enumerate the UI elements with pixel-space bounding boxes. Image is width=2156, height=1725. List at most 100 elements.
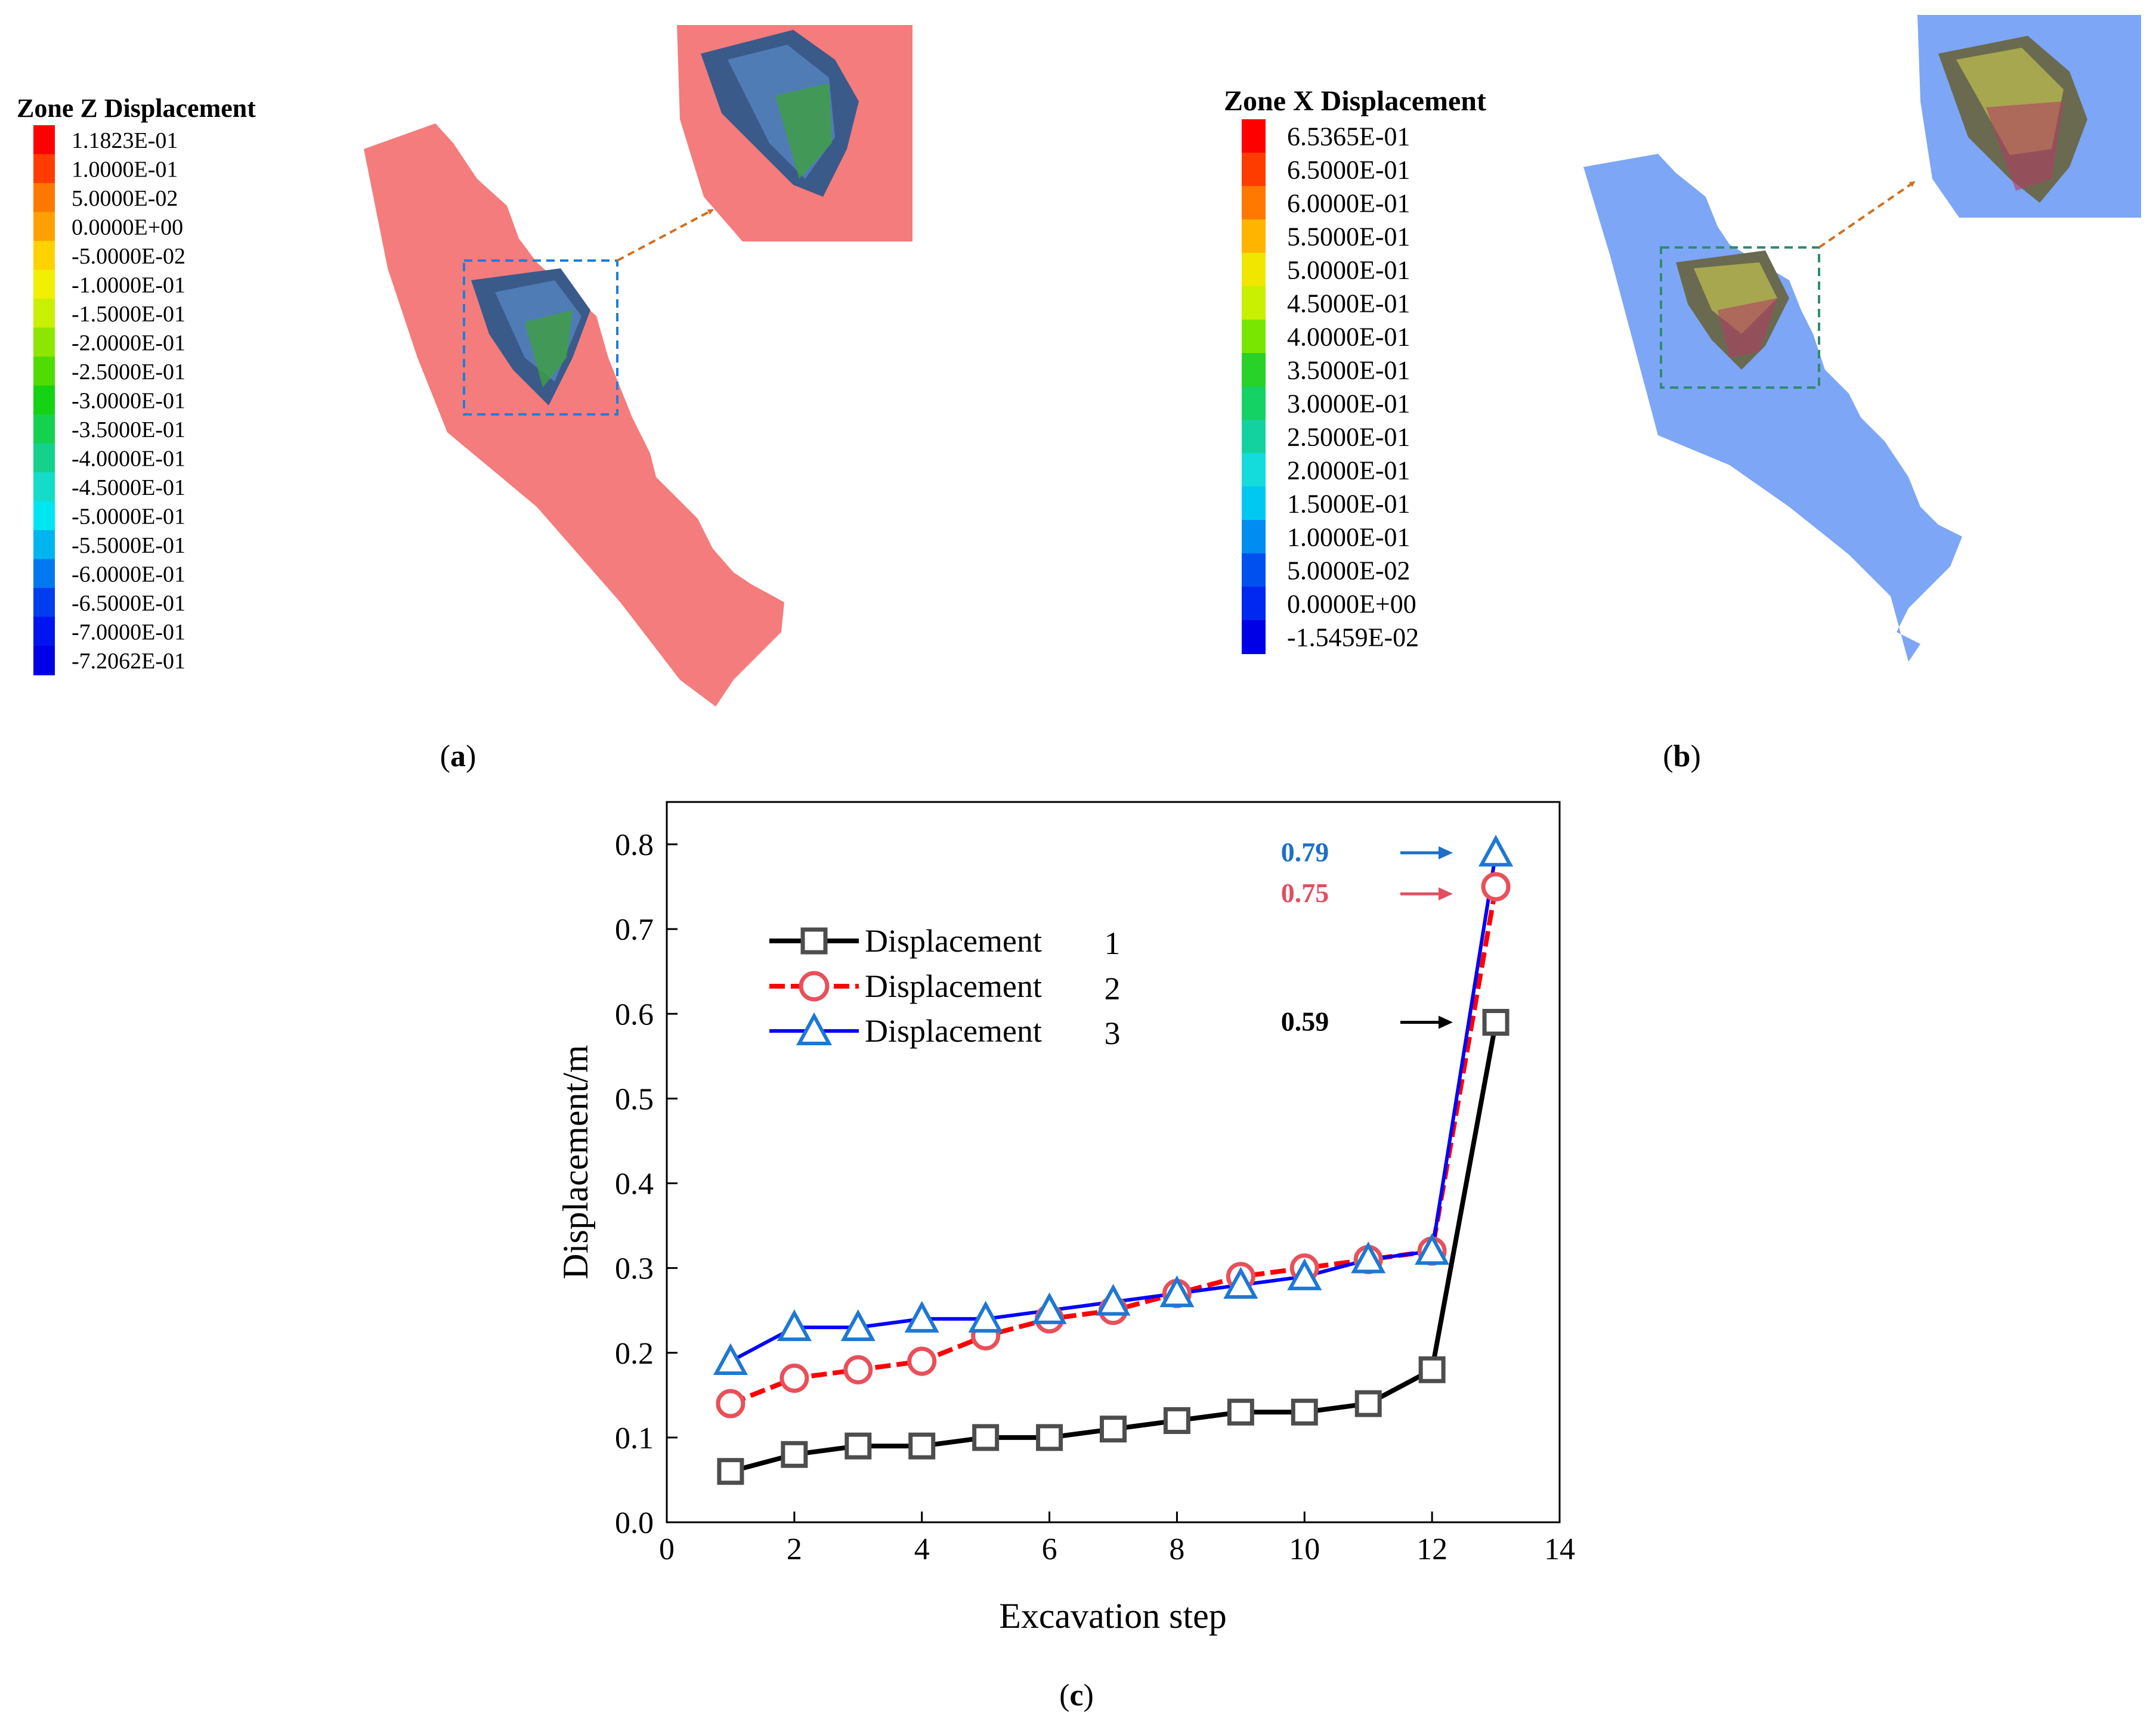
panel-b-legend-swatch	[1242, 587, 1266, 621]
panel-a-caption: (a)	[440, 739, 477, 773]
panel-b-legend-level-label: 2.0000E-01	[1287, 456, 1410, 485]
panel-a-legend-swatch	[33, 617, 55, 646]
panel-a-legend-swatch	[33, 501, 55, 531]
series-1-point	[717, 1458, 744, 1485]
panel-a-legend: 1.1823E-01 1.0000E-01 5.0000E-02 0.0000E+00…	[33, 125, 185, 676]
panel-a-legend-level-label: -6.0000E-01	[72, 562, 185, 587]
panel-b-legend-level-label: 5.0000E-02	[1287, 556, 1410, 586]
panel-b-legend-level-label: 4.5000E-01	[1287, 289, 1410, 318]
panel-a: Zone Z Displacement 1.1823E-01 1.0000E-01…	[17, 25, 912, 773]
x-tick-label: 0	[659, 1532, 675, 1566]
x-tick-label: 12	[1416, 1532, 1447, 1566]
legend-num-1: 1	[1105, 925, 1121, 961]
series-2-point	[716, 1389, 746, 1419]
annotation-label: 0.75	[1281, 878, 1329, 908]
series-3-point	[777, 1309, 812, 1342]
panel-b-legend-level-label: 5.0000E-01	[1287, 256, 1410, 285]
panel-b-legend-level-label: 6.5000E-01	[1287, 156, 1410, 185]
panel-a-legend-level-label: 0.0000E+00	[72, 215, 183, 240]
panel-b-legend-level-label: 4.0000E-01	[1287, 323, 1410, 352]
series-3-point	[1478, 835, 1514, 867]
series-2-point	[843, 1355, 873, 1385]
panel-a-legend-level-label: -7.0000E-01	[72, 620, 185, 645]
y-tick-label: 0.1	[615, 1422, 654, 1455]
x-tick-label: 10	[1289, 1532, 1320, 1566]
legend-item-3: Displacement 3	[769, 1012, 1121, 1051]
series-2-point	[1481, 872, 1511, 902]
panel-b-slope-model	[1583, 15, 2141, 662]
series-1-point	[1354, 1390, 1382, 1417]
x-tick-label: 4	[914, 1532, 930, 1566]
series-3-point	[1351, 1241, 1386, 1274]
series-3-point	[1096, 1284, 1131, 1316]
panel-a-legend-swatch	[33, 212, 55, 241]
panel-b-legend-swatch	[1242, 420, 1266, 454]
panel-a-anchor-cluster	[471, 268, 590, 405]
series-3-point	[904, 1300, 939, 1333]
panel-a-legend-swatch	[33, 646, 55, 676]
axis-ticks: 0 2 4 6 8 10 12 140.00.10.20.30.40.50.60.70.8	[615, 828, 1575, 1566]
panel-b-legend-swatch	[1242, 219, 1266, 253]
series-3-point	[840, 1309, 876, 1342]
y-tick-label: 0.0	[615, 1506, 654, 1540]
x-tick-label: 2	[787, 1532, 802, 1566]
panel-a-legend-swatch	[33, 357, 55, 386]
legend-label-2: Displacement	[865, 968, 1042, 1004]
panel-b: Zone X Displacement 6.5365E-01 6.5000E-01…	[1224, 15, 2141, 773]
legend-num-2: 2	[1105, 971, 1121, 1006]
panel-a-legend-swatch	[33, 472, 55, 502]
legend-label-1: Displacement	[865, 923, 1042, 959]
panel-b-legend-level-label: 6.0000E-01	[1287, 189, 1410, 218]
panel-a-legend-swatch	[33, 385, 55, 415]
panel-a-legend-level-label: 5.0000E-02	[72, 186, 178, 211]
annotation-arrow-head	[1439, 887, 1453, 901]
legend: Displacement 1 Displacement 2 Displaceme…	[769, 923, 1121, 1051]
series-1-point	[1227, 1398, 1254, 1426]
y-tick-label: 0.6	[615, 998, 654, 1032]
panel-b-zoom-box	[1660, 246, 1820, 389]
annotation-arrow-head	[1439, 1015, 1453, 1029]
panel-a-legend-swatch	[33, 299, 55, 329]
panel-a-legend-level-label: -4.0000E-01	[72, 446, 185, 471]
panel-a-zoom-arrow	[617, 209, 714, 262]
panel-b-legend-level-label: 5.5000E-01	[1287, 222, 1410, 252]
panel-b-legend-swatch	[1242, 186, 1266, 220]
panel-a-legend-level-label: -6.5000E-01	[72, 591, 185, 616]
panel-b-legend-swatch	[1242, 253, 1266, 287]
panel-b-legend-level-label: 2.5000E-01	[1287, 423, 1410, 452]
plot-frame	[666, 801, 1561, 1523]
panel-b-inset	[1917, 15, 2141, 218]
panel-a-legend-swatch	[33, 327, 55, 357]
series-1-point	[845, 1432, 872, 1460]
panel-a-legend-title: Zone Z Displacement	[17, 94, 256, 123]
series-1-point	[908, 1432, 936, 1460]
y-tick-label: 0.2	[615, 1337, 654, 1371]
legend-marker-circle	[799, 971, 830, 1002]
panel-a-legend-level-label: -1.5000E-01	[72, 302, 185, 327]
series-1-point	[1036, 1424, 1063, 1451]
panel-a-legend-level-label: -7.2062E-01	[72, 649, 185, 674]
panel-b-legend: 6.5365E-01 6.5000E-01 6.0000E-01 5.5000E-01…	[1242, 119, 1419, 654]
panel-a-legend-level-label: -2.0000E-01	[72, 330, 185, 355]
series-2-point	[779, 1363, 809, 1393]
panel-a-legend-level-label: -2.5000E-01	[72, 360, 185, 385]
panel-b-legend-swatch	[1242, 520, 1266, 554]
panel-a-legend-swatch	[33, 559, 55, 589]
series-3-point	[1287, 1258, 1322, 1290]
panel-a-legend-level-label: -5.5000E-01	[72, 533, 185, 558]
series-1-point	[1418, 1356, 1446, 1383]
series-1-point	[1100, 1416, 1127, 1443]
legend-marker-triangle	[796, 1012, 833, 1045]
y-tick-label: 0.4	[615, 1167, 654, 1201]
legend-item-2: Displacement 2	[769, 968, 1121, 1006]
panel-a-legend-swatch	[33, 154, 55, 184]
y-tick-label: 0.5	[615, 1082, 654, 1116]
panel-a-legend-level-label: -3.5000E-01	[72, 417, 185, 442]
legend-label-3: Displacement	[865, 1013, 1042, 1049]
legend-num-3: 3	[1105, 1015, 1121, 1051]
panel-b-legend-swatch	[1242, 286, 1266, 320]
series-3-point	[713, 1343, 748, 1375]
panel-b-legend-level-label: 3.0000E-01	[1287, 389, 1410, 419]
series-markers	[713, 835, 1514, 1485]
x-tick-label: 14	[1544, 1532, 1575, 1566]
